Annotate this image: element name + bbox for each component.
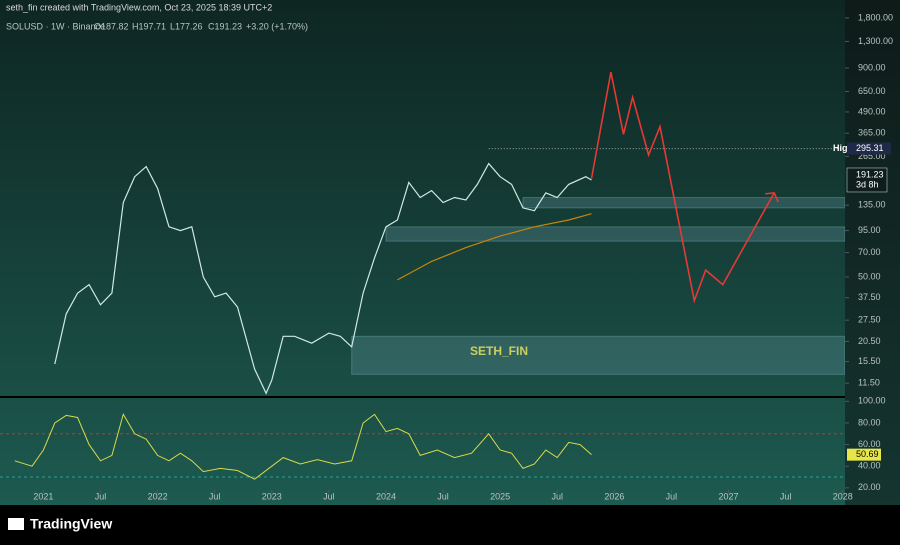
ohlc-change: +3.20 (+1.70%) xyxy=(246,21,308,31)
y-tick-label: 650.00 xyxy=(858,86,886,96)
x-tick-label: 2021 xyxy=(33,491,53,501)
rsi-y-tick-label: 80.00 xyxy=(858,417,881,427)
x-tick-label: Jul xyxy=(551,491,563,501)
x-tick-label: Jul xyxy=(209,491,221,501)
zone xyxy=(385,226,845,242)
series-line xyxy=(397,213,592,281)
y-tick-label: 37.50 xyxy=(858,292,881,302)
zone xyxy=(351,335,845,375)
y-tick-label: 365.00 xyxy=(858,128,886,138)
y-tick-label: 11.50 xyxy=(858,378,880,388)
ohlc-low: L177.26 xyxy=(170,21,203,31)
y-tick-label: 1,300.00 xyxy=(858,36,893,46)
symbol: SOLUSD · 1W · Binance xyxy=(6,21,105,31)
x-tick-label: Jul xyxy=(323,491,335,501)
ohlc-open: O187.82 xyxy=(94,21,129,31)
price-label-bg xyxy=(846,167,888,193)
x-tick-label: 2025 xyxy=(490,491,510,501)
annotation: SETH_FIN xyxy=(470,344,528,358)
rsi-line xyxy=(14,413,592,480)
high-value-bg xyxy=(847,142,891,155)
y-tick-label: 50.00 xyxy=(858,271,881,281)
x-tick-label: Jul xyxy=(780,491,792,501)
y-tick-label: 490.00 xyxy=(858,106,886,116)
x-tick-label: 2024 xyxy=(376,491,396,501)
rsi-y-tick-label: 40.00 xyxy=(858,461,881,471)
x-tick-label: 2027 xyxy=(719,491,739,501)
x-tick-label: 2023 xyxy=(262,491,282,501)
logo: TradingView xyxy=(8,516,112,532)
y-tick-label: 20.50 xyxy=(858,336,881,346)
x-tick-label: 2022 xyxy=(148,491,168,501)
price-axis-bg xyxy=(845,0,900,505)
x-tick-label: 2028 xyxy=(833,491,853,501)
countdown: 3d 8h xyxy=(856,179,879,189)
credit: seth_fin created with TradingView.com, O… xyxy=(6,2,272,12)
arrow-head xyxy=(765,192,779,203)
rsi-y-tick-label: 100.00 xyxy=(858,396,886,406)
y-tick-label: 95.00 xyxy=(858,225,881,235)
rsi-label-bg xyxy=(847,448,881,461)
rsi-label: 50.69 xyxy=(856,449,879,459)
y-tick-label: 135.00 xyxy=(858,200,886,210)
price-pane xyxy=(54,71,845,395)
y-tick-label: 265.00 xyxy=(858,151,886,161)
price-label: 191.23 xyxy=(856,169,884,179)
high-label: High xyxy=(833,143,853,153)
series-line xyxy=(54,162,592,395)
x-tick-label: 2026 xyxy=(604,491,624,501)
y-tick-label: 70.00 xyxy=(858,247,881,257)
ohlc-high: H197.71 xyxy=(132,21,166,31)
y-tick-label: 27.50 xyxy=(858,315,881,325)
background xyxy=(0,0,900,505)
logo-text: TradingView xyxy=(30,516,112,532)
x-tick-label: Jul xyxy=(95,491,107,501)
rsi-y-tick-label: 60.00 xyxy=(858,439,881,449)
series-line xyxy=(590,71,775,304)
rsi-pane xyxy=(14,413,592,480)
zone xyxy=(522,197,845,209)
rsi-y-tick-label: 20.00 xyxy=(858,482,881,492)
x-tick-label: Jul xyxy=(437,491,449,501)
footer-bar xyxy=(0,505,900,545)
x-tick-label: Jul xyxy=(666,491,678,501)
high-value: 295.31 xyxy=(856,143,884,153)
y-tick-label: 1,800.00 xyxy=(858,12,893,22)
ohlc-close: C191.23 xyxy=(208,21,242,31)
y-tick-label: 15.50 xyxy=(858,356,881,366)
y-tick-label: 900.00 xyxy=(858,62,886,72)
